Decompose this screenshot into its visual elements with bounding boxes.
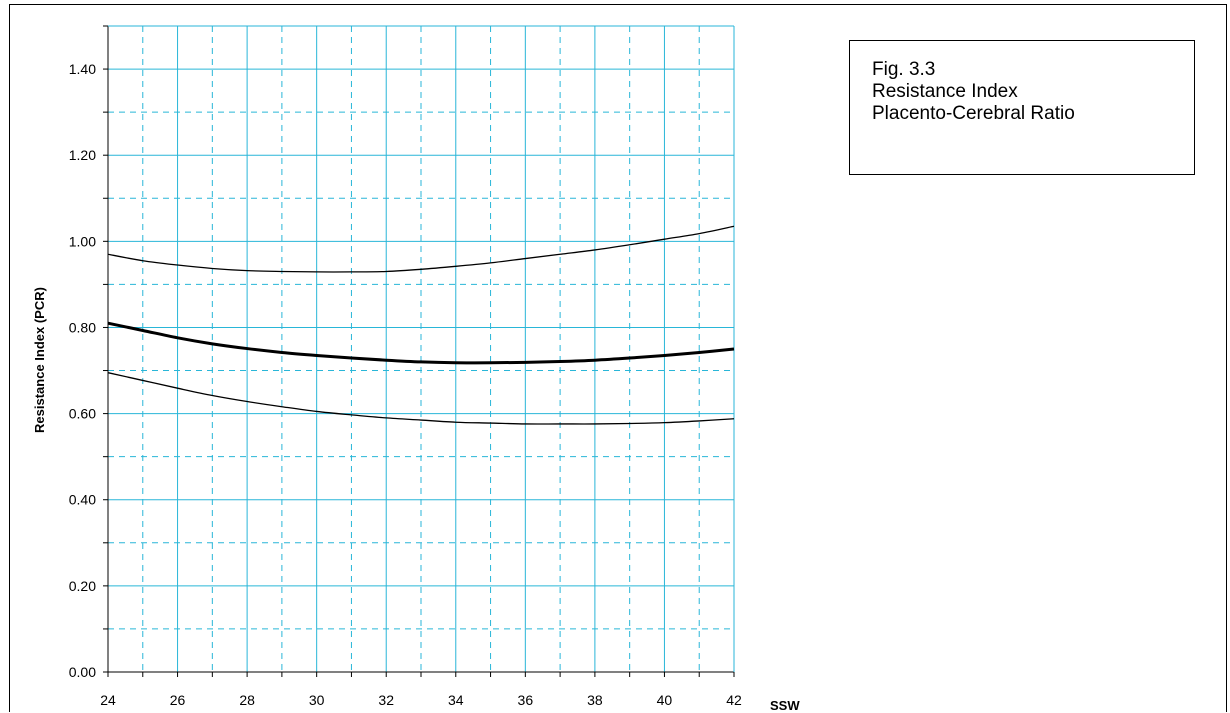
x-tick-label: 32	[378, 692, 394, 708]
y-axis-label: Resistance Index (PCR)	[32, 287, 47, 433]
x-tick-label: 28	[239, 692, 255, 708]
series-line-3	[107, 372, 735, 425]
x-tick-label: 30	[309, 692, 325, 708]
series-line-2	[107, 321, 735, 365]
y-tick-label: 0.20	[69, 578, 96, 594]
y-tick-label: 1.00	[69, 233, 96, 249]
x-tick-label: 40	[657, 692, 673, 708]
y-tick-label: 0.00	[69, 664, 96, 680]
x-tick-label: 38	[587, 692, 603, 708]
y-tick-label: 1.20	[69, 147, 96, 163]
x-tick-label: 24	[100, 692, 116, 708]
x-tick-label: 42	[726, 692, 742, 708]
series-group	[107, 225, 735, 425]
caption-line-2: Resistance Index	[872, 81, 1018, 102]
x-tick-label: 34	[448, 692, 464, 708]
caption-line-1: Fig. 3.3	[872, 59, 936, 80]
series-line-1	[107, 225, 735, 273]
x-tick-label: 36	[518, 692, 534, 708]
chart-frame	[9, 4, 1227, 712]
grid	[108, 26, 734, 672]
axes	[103, 25, 735, 677]
y-tick-label: 0.60	[69, 406, 96, 422]
y-tick-label: 0.40	[69, 492, 96, 508]
tick-labels: 24 26 28 30 32 34 36 38 40 42 0.00 0.20 0.40 0.60 0.80…	[69, 61, 742, 708]
y-tick-label: 1.40	[69, 61, 96, 77]
x-axis-label: SSW	[770, 698, 800, 713]
caption-line-3: Placento-Cerebral Ratio	[872, 103, 1075, 124]
x-tick-label: 26	[170, 692, 186, 708]
figure-caption-box: Fig. 3.3 Resistance Index Placento-Cereb…	[849, 40, 1195, 175]
y-tick-label: 0.80	[69, 319, 96, 335]
